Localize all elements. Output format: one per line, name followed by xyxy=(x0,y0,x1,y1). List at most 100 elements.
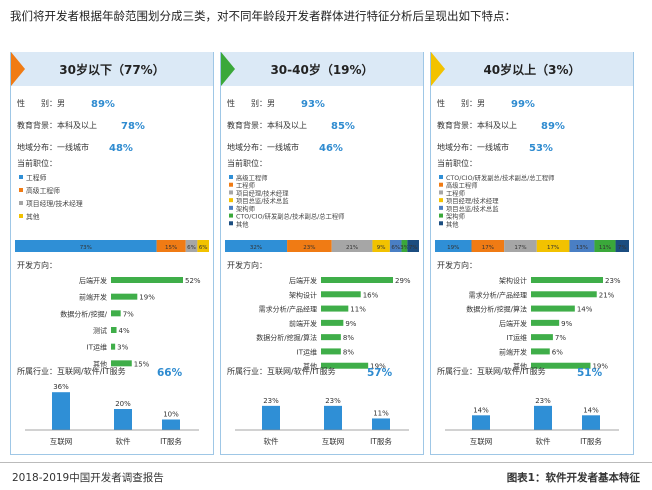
industry-bar xyxy=(114,409,132,430)
industry-bar xyxy=(582,415,600,430)
position-segment xyxy=(407,240,419,252)
direction-label: 开发方向： xyxy=(227,260,267,270)
legend-swatch xyxy=(439,221,443,226)
position-segment xyxy=(615,240,629,252)
direction-category: 架构设计 xyxy=(289,290,317,299)
direction-bar xyxy=(321,305,349,312)
legend-item: 项目总监/技术总监 xyxy=(236,196,289,205)
legend-item: 高级工程师 xyxy=(26,186,60,195)
legend-item: 架构师 xyxy=(446,212,465,221)
panel-title: 30岁以下（77%） xyxy=(59,62,164,77)
stat-label: 地域分布：一线城市 xyxy=(227,142,299,152)
legend-swatch xyxy=(19,188,23,192)
direction-bar xyxy=(531,305,575,312)
legend-item: 其他 xyxy=(446,219,459,228)
direction-bar xyxy=(531,334,553,341)
legend-swatch xyxy=(19,175,23,179)
industry-value: 20% xyxy=(115,400,131,408)
direction-bar xyxy=(321,277,393,283)
stat-value: 93% xyxy=(301,99,325,110)
industry-highlight: 57% xyxy=(367,367,393,379)
direction-bar xyxy=(321,362,369,369)
legend-item: CTO/CIO/研发副总/技术副总/总工程师 xyxy=(236,212,344,221)
direction-category: 需求分析/产品经理 xyxy=(469,290,527,299)
industry-value: 11% xyxy=(373,409,389,417)
header-band xyxy=(11,52,213,86)
stat-label: 教育背景：本科及以上 xyxy=(437,120,517,130)
legend-swatch xyxy=(229,221,233,226)
legend-item: 架构师 xyxy=(236,204,255,213)
legend-swatch xyxy=(439,182,443,187)
legend-swatch xyxy=(439,175,443,179)
panel-under-30: 30岁以下（77%） 性 别：男 89% 教育背景：本科及以上 78% 地域分布：一线城市… xyxy=(10,52,214,455)
direction-category: 后端开发 xyxy=(499,319,527,328)
position-segment xyxy=(594,240,616,252)
legend-item: 项目经理/技术经理 xyxy=(236,188,289,197)
industry-bar xyxy=(324,405,342,430)
position-label: 当前职位： xyxy=(437,158,477,168)
panel-svg: 40岁以上（3%） 性 别：男 99% 教育背景：本科及以上 89% 地域分布：一线城市 5… xyxy=(431,52,633,446)
industry-value: 23% xyxy=(535,397,551,405)
direction-category: 其他 xyxy=(513,362,527,371)
stat-label: 教育背景：本科及以上 xyxy=(227,120,307,130)
position-segment xyxy=(389,240,402,252)
stat-label: 性 别：男 xyxy=(17,98,65,108)
industry-value: 14% xyxy=(473,406,489,414)
direction-label: 开发方向： xyxy=(17,260,57,270)
legend-swatch xyxy=(229,190,233,195)
industry-label: 所属行业：互联网/软件/IT服务 xyxy=(437,366,546,376)
direction-category: IT运维 xyxy=(507,333,527,342)
legend-swatch xyxy=(229,182,233,187)
industry-bar xyxy=(162,419,180,430)
direction-bar xyxy=(321,291,361,298)
direction-category: IT运维 xyxy=(297,347,317,356)
direction-category: IT运维 xyxy=(87,343,107,352)
legend-item: 其他 xyxy=(26,212,40,221)
position-segment-label: 73% xyxy=(80,245,92,251)
direction-value: 11% xyxy=(350,306,366,314)
industry-category: 互联网 xyxy=(322,437,345,446)
position-segment xyxy=(15,240,157,252)
direction-bar xyxy=(531,348,550,355)
industry-value: 10% xyxy=(163,411,179,419)
stat-value: 99% xyxy=(511,99,535,110)
position-segment xyxy=(331,240,373,252)
position-segment-label: 9% xyxy=(377,245,386,251)
direction-bar xyxy=(321,334,341,341)
header-triangle-icon xyxy=(11,52,25,86)
direction-value: 19% xyxy=(139,294,155,302)
stat-value: 89% xyxy=(91,99,115,110)
legend-swatch xyxy=(439,205,443,210)
position-segment xyxy=(569,240,595,252)
stat-label: 教育背景：本科及以上 xyxy=(17,120,97,130)
position-segment-label: 6% xyxy=(199,245,208,251)
stat-label: 地域分布：一线城市 xyxy=(437,142,509,152)
header-triangle-icon xyxy=(221,52,235,86)
direction-value: 23% xyxy=(605,277,621,285)
legend-item: CTO/CIO/研发副总/技术副总/总工程师 xyxy=(446,173,554,182)
direction-value: 21% xyxy=(599,291,615,299)
footer-caption: 图表1：软件开发者基本特征 xyxy=(506,472,640,484)
position-segment-label: 13% xyxy=(576,245,588,251)
footer-divider xyxy=(0,462,652,463)
direction-category: 前端开发 xyxy=(79,293,107,302)
direction-label: 开发方向： xyxy=(437,260,477,270)
stat-value: 89% xyxy=(541,121,565,132)
position-segment-label: 32% xyxy=(250,245,262,251)
position-segment xyxy=(156,240,186,252)
position-segment-label: 3% xyxy=(400,245,409,251)
direction-value: 7% xyxy=(555,334,566,342)
direction-value: 8% xyxy=(343,348,354,356)
position-segment xyxy=(287,240,332,252)
industry-value: 23% xyxy=(325,397,341,405)
direction-bar xyxy=(111,277,183,283)
legend-swatch xyxy=(229,205,233,210)
direction-bar xyxy=(531,362,591,369)
position-segment xyxy=(372,240,390,252)
position-segment-label: 17% xyxy=(514,245,526,251)
direction-category: 其他 xyxy=(93,359,107,368)
position-segment-label: 15% xyxy=(165,245,177,251)
legend-swatch xyxy=(229,213,233,218)
legend-item: 工程师 xyxy=(26,173,47,182)
legend-item: 工程师 xyxy=(446,188,465,197)
